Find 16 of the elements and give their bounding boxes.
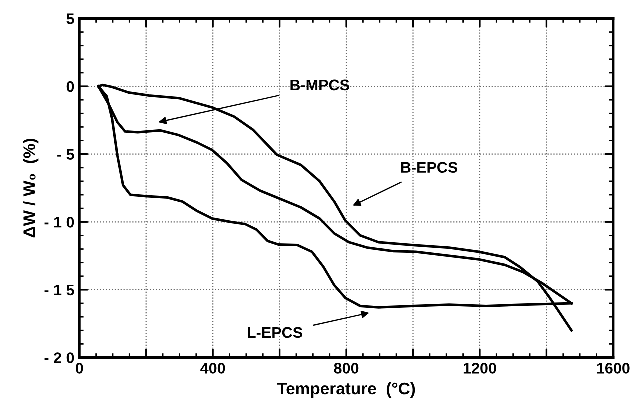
y-tick-label: 0 [66,81,74,92]
y-axis-title: ΔW / W₀ (%) [23,139,39,238]
x-tick-label: 800 [334,363,359,374]
x-tick-label: 0 [76,363,84,374]
x-axis-title: Temperature (°C) [277,382,416,398]
x-tick-label: 1200 [464,363,496,374]
x-tick-label: 400 [200,363,226,374]
annotation: B-EPCS [401,162,458,174]
annotation: B-MPCS [290,80,350,91]
y-tick-label: 5 [66,14,74,24]
annotation: L-EPCS [248,327,302,338]
y-tick-label: - 5 [58,149,74,160]
x-tick-label: 1600 [597,363,630,374]
y-tick-label: - 1 0 [44,217,74,228]
y-tick-label: - 1 5 [44,284,74,296]
y-tick-label: - 2 0 [44,352,74,364]
